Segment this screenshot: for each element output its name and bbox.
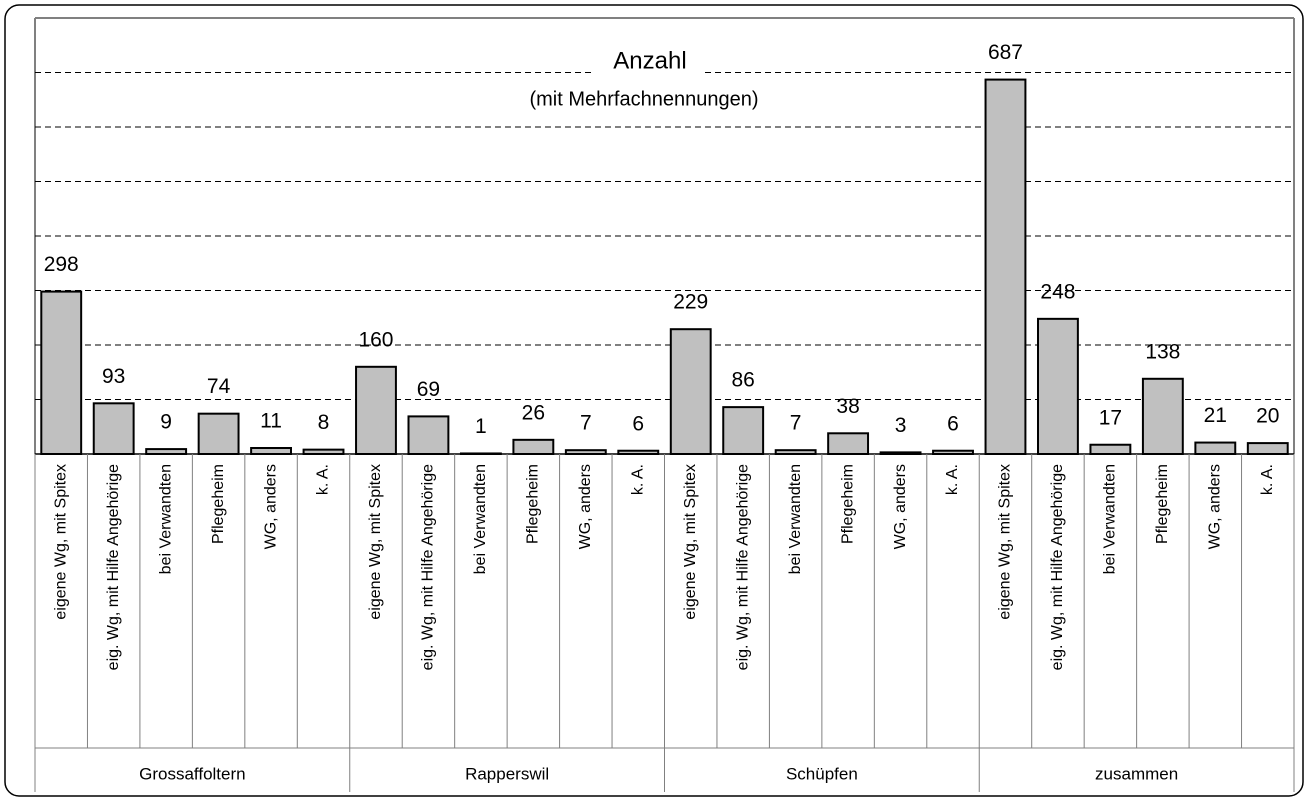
x-tick-label: bei Verwandten [157,464,174,574]
group-label: Schüpfen [786,764,858,783]
label-bg [462,86,826,116]
x-tick-label: WG, anders [1207,464,1224,549]
x-tick-label: eig. Wg, mit Hilfe Angehörige [1049,464,1066,670]
x-tick-label: Pflegeheim [1154,464,1171,544]
value-label: 93 [102,365,125,388]
annotation: (mit Mehrfachnennungen) [529,88,758,110]
value-label: 8 [318,411,330,434]
bar [827,432,870,456]
bar [1246,442,1289,456]
value-label: 138 [1145,340,1180,363]
value-label: 6 [632,412,644,435]
bar [459,452,502,455]
x-tick-label: k. A. [1259,464,1276,495]
x-tick-label: bei Verwandten [787,464,804,574]
value-label: 1 [475,415,487,438]
value-label: 7 [790,412,802,435]
bar [984,78,1027,456]
value-label: 17 [1099,406,1122,429]
bar [355,365,397,455]
x-tick-label: k. A. [315,464,332,495]
bar [40,290,83,455]
x-tick-label: eig. Wg, mit Hilfe Angehörige [734,464,751,670]
x-tick-label: bei Verwandten [472,464,489,574]
value-label: 74 [207,375,231,398]
group-label: zusammen [1095,764,1178,783]
value-label: 248 [1040,280,1075,303]
bar [197,412,240,456]
x-tick-label: WG, anders [892,464,909,549]
x-tick-label: k. A. [629,464,646,495]
bar [1089,443,1132,455]
value-label: 9 [160,411,172,434]
bar [617,449,660,456]
value-label: 160 [358,328,393,351]
bar [302,448,345,456]
value-label: 38 [836,395,859,418]
annotation: Anzahl [613,47,686,74]
group-label: Grossaffoltern [139,764,245,783]
bar [722,406,765,456]
x-tick-label: eig. Wg, mit Hilfe Angehörige [420,464,437,670]
x-tick-label: eig. Wg, mit Hilfe Angehörige [105,464,122,670]
x-tick-label: eigene Wg, mit Spitex [682,464,699,620]
bar [145,448,188,456]
x-tick-label: Pflegeheim [525,464,542,544]
bar [669,328,712,456]
value-label: 69 [417,378,440,401]
x-tick-label: WG, anders [577,464,594,549]
value-label: 687 [988,41,1023,64]
bar [512,438,555,455]
value-label: 6 [947,412,959,435]
value-label: 7 [580,412,592,435]
x-tick-label: eigene Wg, mit Spitex [367,464,384,620]
value-label: 86 [732,369,755,392]
bar [92,402,135,456]
x-tick-label: Pflegeheim [210,464,227,544]
label-bg [595,48,705,88]
group-label: Rapperswil [465,764,549,783]
bar [1194,441,1237,455]
bar [879,451,922,455]
value-label: 26 [522,401,545,424]
x-tick-label: eigene Wg, mit Spitex [997,464,1014,620]
value-label: 21 [1204,404,1227,427]
x-tick-label: k. A. [944,464,961,495]
value-label: 229 [673,291,708,314]
x-tick-label: eigene Wg, mit Spitex [52,464,69,620]
value-label: 20 [1256,405,1279,428]
bar [407,415,450,455]
value-label: 298 [44,253,79,276]
x-tick-label: WG, anders [262,464,279,549]
bar [564,449,607,455]
bar [932,449,974,456]
bar [250,447,292,456]
frame [4,4,1304,797]
bar [1141,377,1184,456]
value-label: 3 [895,414,907,437]
bar [774,449,817,455]
x-tick-label: bei Verwandten [1102,464,1119,574]
bar [1037,317,1079,455]
value-label: 11 [260,410,282,433]
x-tick-label: Pflegeheim [839,464,856,544]
